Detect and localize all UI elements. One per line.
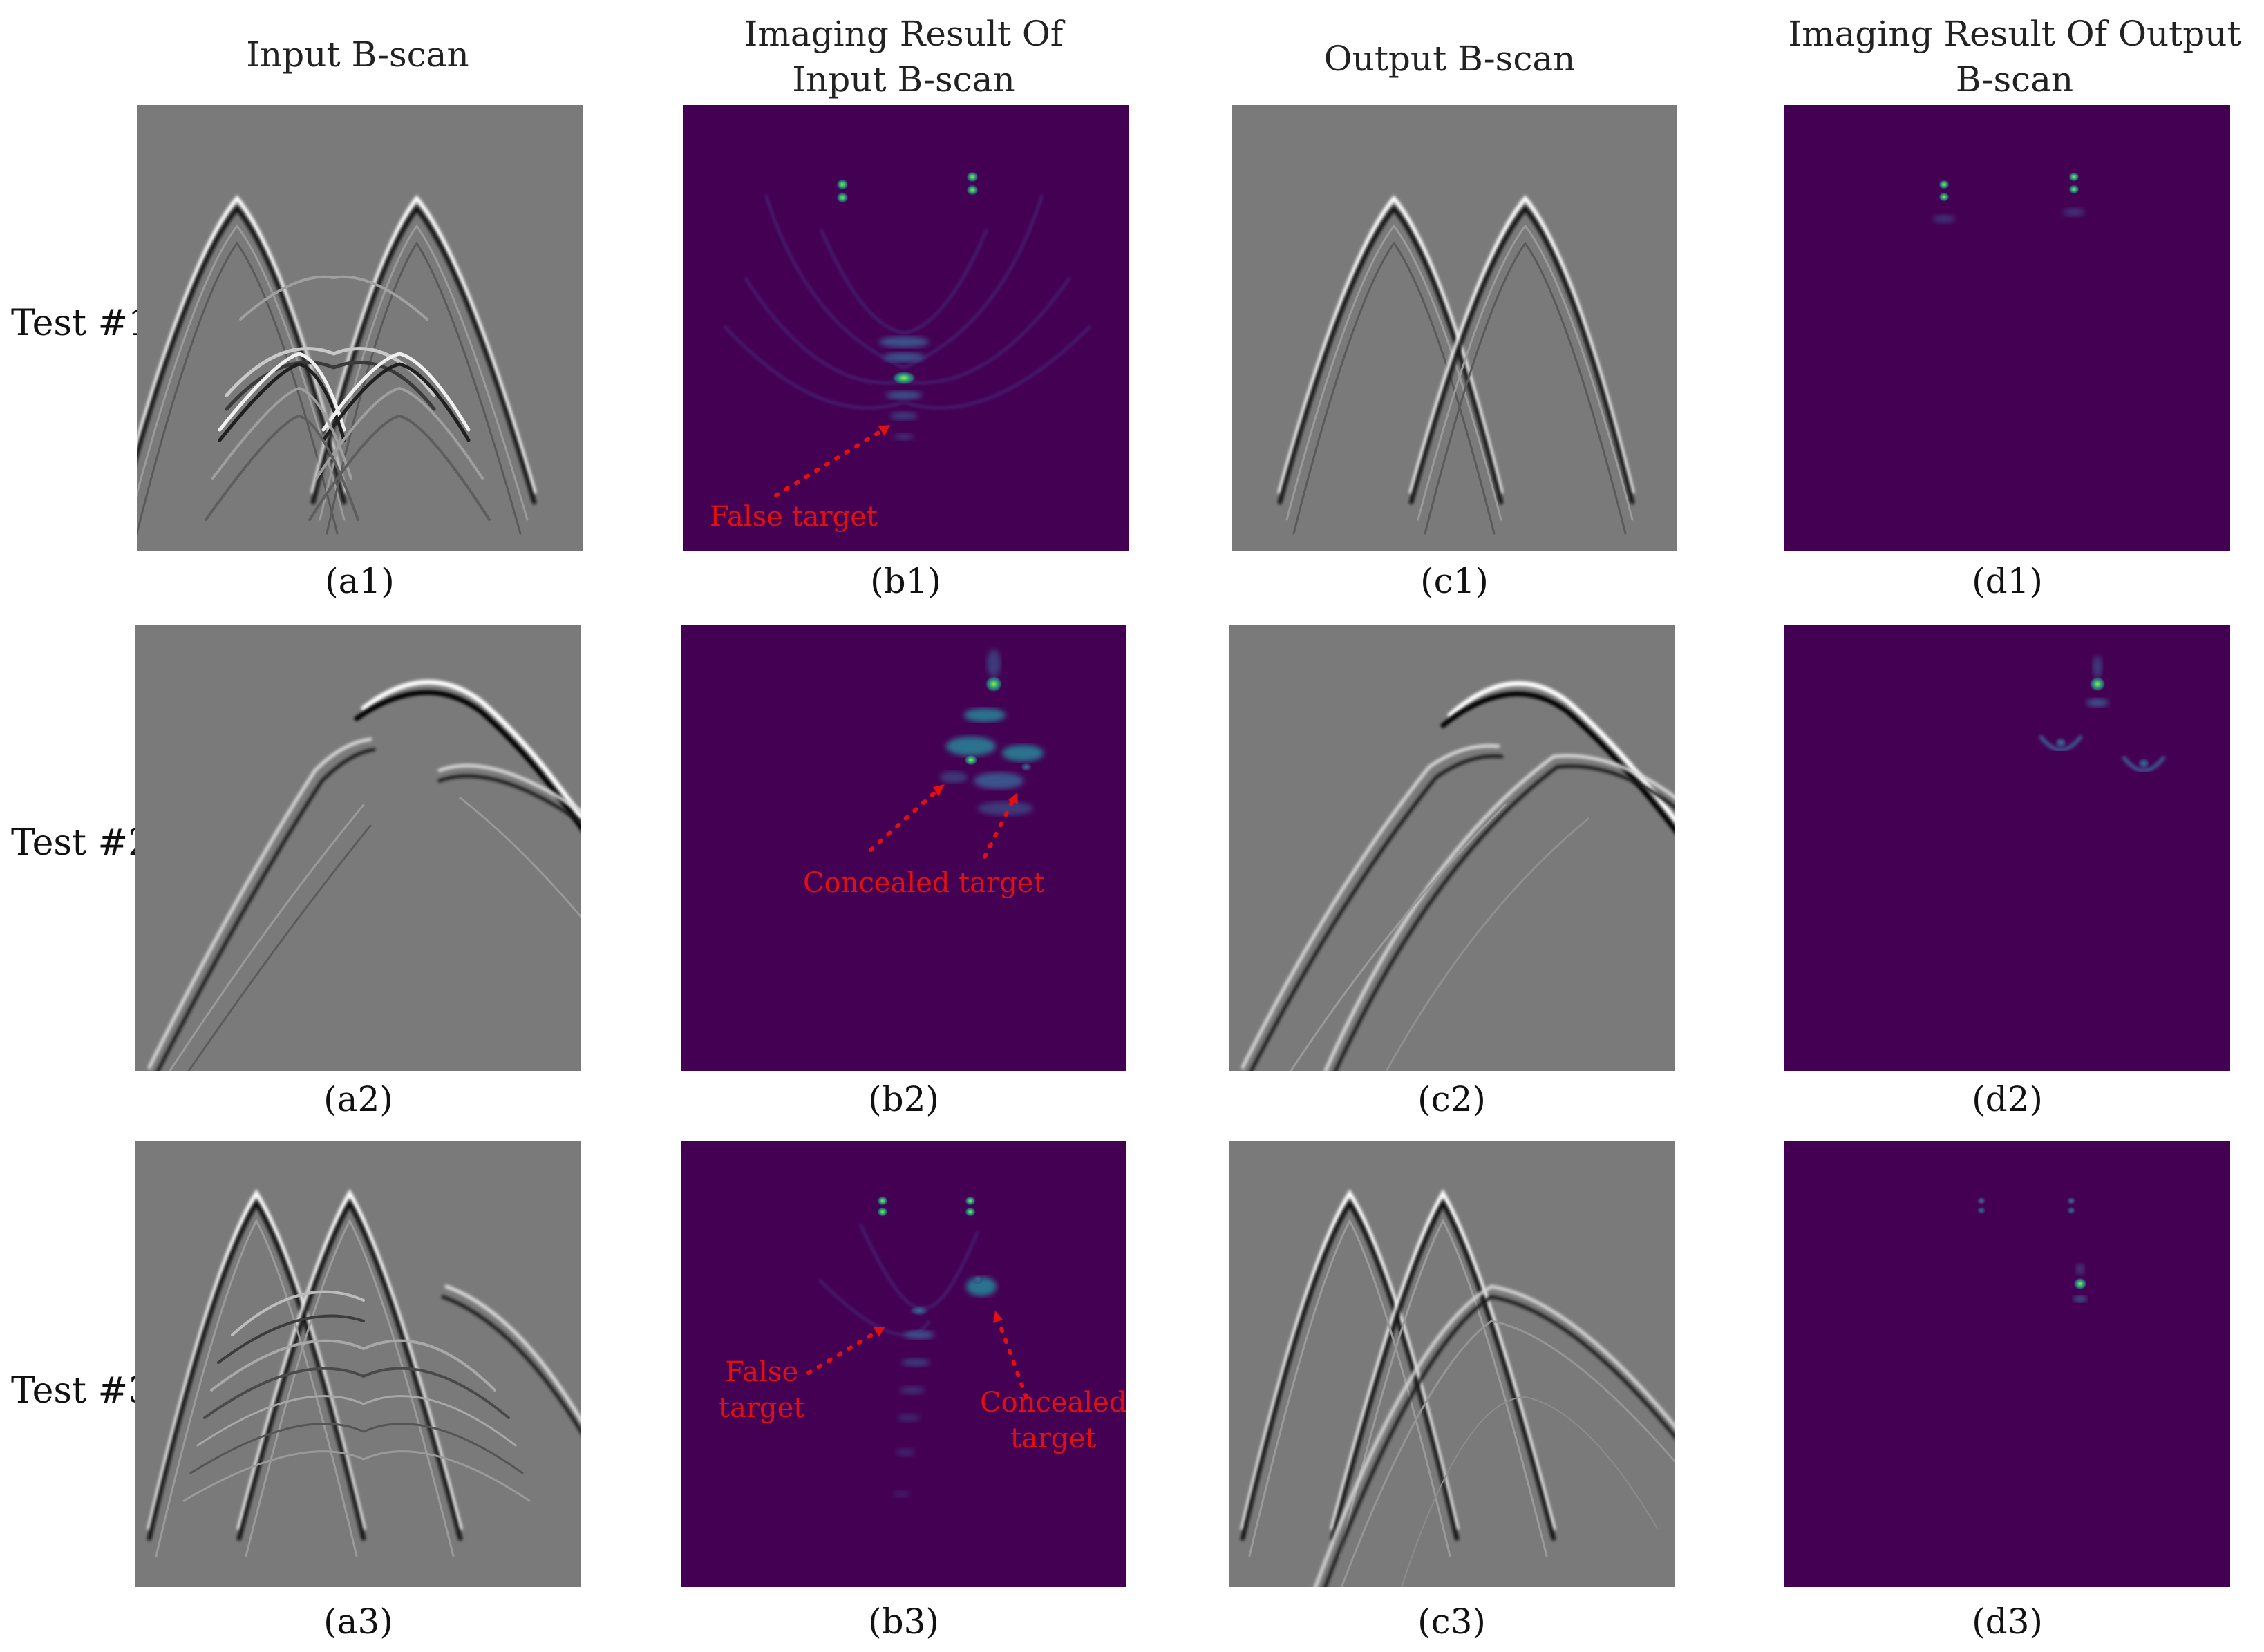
annotation-line: target <box>719 1392 805 1424</box>
bscan-image <box>1229 625 1675 1071</box>
row-label-test-2: Test #2 <box>11 822 151 864</box>
panel-a2-input-bscan <box>135 625 581 1071</box>
annotation-line: Concealed <box>980 1387 1127 1418</box>
bscan-image <box>137 105 583 551</box>
panel-b1-imaging-input <box>683 105 1129 551</box>
caption-b3: (b3) <box>868 1602 939 1642</box>
imaging-image <box>681 625 1126 1071</box>
imaging-image <box>683 105 1129 551</box>
caption-a2: (a2) <box>323 1079 393 1119</box>
panel-d3-imaging-output <box>1784 1141 2230 1587</box>
row-label-test-1: Test #1 <box>11 303 151 344</box>
caption-b2: (b2) <box>868 1079 939 1119</box>
column-header-line1: Imaging Result Of Output <box>1788 14 2241 54</box>
column-header-input-bscan: Input B-scan <box>135 32 581 77</box>
caption-a3: (a3) <box>323 1602 393 1642</box>
row-label-test-3: Test #3 <box>11 1370 151 1412</box>
column-header-line1: Imaging Result Of <box>744 14 1064 54</box>
column-header-line2: B-scan <box>1955 59 2074 99</box>
column-header-output-bscan: Output B-scan <box>1227 36 1672 82</box>
caption-c2: (c2) <box>1417 1079 1486 1119</box>
panel-a1-input-bscan <box>137 105 583 551</box>
caption-c1: (c1) <box>1420 561 1489 601</box>
panel-b2-imaging-input <box>681 625 1126 1071</box>
panel-a3-input-bscan <box>135 1141 581 1587</box>
caption-c3: (c3) <box>1417 1602 1486 1642</box>
column-header-line1: Output B-scan <box>1323 39 1576 79</box>
annotation-false-target-b3: False target <box>719 1354 804 1426</box>
panel-d1-imaging-output <box>1784 105 2230 551</box>
column-header-imaging-output: Imaging Result Of Output B-scan <box>1776 11 2253 102</box>
annotation-line: target <box>1010 1423 1097 1454</box>
panel-c2-output-bscan <box>1229 625 1675 1071</box>
column-header-line1: Input B-scan <box>246 35 469 75</box>
bscan-image <box>135 625 581 1071</box>
imaging-image <box>681 1141 1126 1587</box>
imaging-image <box>1784 625 2230 1071</box>
caption-d2: (d2) <box>1972 1079 2043 1119</box>
panel-c1-output-bscan <box>1232 105 1677 551</box>
panel-b3-imaging-input <box>681 1141 1126 1587</box>
annotation-concealed-target-b2: Concealed target <box>803 867 1045 899</box>
panel-d2-imaging-output <box>1784 625 2230 1071</box>
caption-a1: (a1) <box>325 561 395 601</box>
caption-d1: (d1) <box>1972 561 2043 601</box>
bscan-image <box>135 1141 581 1587</box>
caption-d3: (d3) <box>1972 1602 2043 1642</box>
imaging-image <box>1784 105 2230 551</box>
bscan-image <box>1232 105 1677 551</box>
annotation-line: False <box>725 1356 799 1388</box>
column-header-line2: Input B-scan <box>792 59 1015 99</box>
bscan-image <box>1229 1141 1675 1587</box>
panel-c3-output-bscan <box>1229 1141 1675 1587</box>
caption-b1: (b1) <box>870 561 941 601</box>
annotation-false-target-b1: False target <box>710 501 878 533</box>
annotation-concealed-target-b3: Concealed target <box>980 1385 1126 1456</box>
imaging-image <box>1784 1141 2230 1587</box>
column-header-imaging-input: Imaging Result Of Input B-scan <box>681 11 1126 102</box>
